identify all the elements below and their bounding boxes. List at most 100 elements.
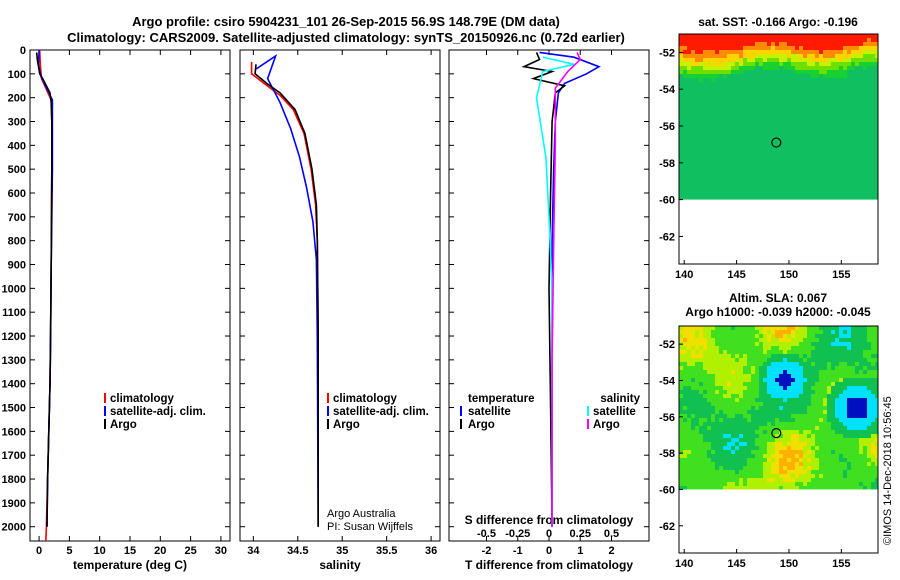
- heatmap-cell: [835, 118, 839, 122]
- heatmap-cell: [851, 162, 855, 166]
- heatmap-cell: [859, 114, 863, 118]
- heatmap-cell: [851, 446, 855, 450]
- heatmap-cell: [795, 370, 799, 374]
- heatmap-cell: [695, 486, 699, 490]
- heatmap-cell: [835, 410, 839, 414]
- heatmap-cell: [799, 50, 803, 54]
- heatmap-cell: [743, 370, 747, 374]
- heatmap-cell: [779, 486, 783, 490]
- heatmap-cell: [731, 130, 735, 134]
- heatmap-cell: [739, 86, 743, 90]
- heatmap-cell: [771, 486, 775, 490]
- map-x-tick-label: 155: [832, 558, 850, 570]
- heatmap-cell: [799, 354, 803, 358]
- heatmap-cell: [835, 342, 839, 346]
- heatmap-cell: [723, 410, 727, 414]
- heatmap-cell: [747, 90, 751, 94]
- heatmap-cell: [755, 466, 759, 470]
- heatmap-cell: [747, 426, 751, 430]
- heatmap-cell: [695, 110, 699, 114]
- heatmap-cell: [851, 142, 855, 146]
- heatmap-cell: [747, 374, 751, 378]
- heatmap-cell: [851, 430, 855, 434]
- heatmap-cell: [707, 134, 711, 138]
- heatmap-cell: [863, 194, 867, 198]
- heatmap-cell: [711, 34, 715, 38]
- heatmap-cell: [783, 74, 787, 78]
- heatmap-cell: [859, 366, 863, 370]
- heatmap-cell: [847, 134, 851, 138]
- heatmap-cell: [711, 146, 715, 150]
- heatmap-cell: [783, 166, 787, 170]
- heatmap-cell: [731, 430, 735, 434]
- heatmap-cell: [727, 406, 731, 410]
- heatmap-cell: [687, 138, 691, 142]
- heatmap-cell: [803, 370, 807, 374]
- heatmap-cell: [867, 454, 871, 458]
- heatmap-cell: [679, 446, 683, 450]
- heatmap-cell: [759, 422, 763, 426]
- heatmap-cell: [695, 78, 699, 82]
- heatmap-cell: [863, 38, 867, 42]
- heatmap-cell: [747, 410, 751, 414]
- heatmap-cell: [743, 410, 747, 414]
- heatmap-cell: [747, 178, 751, 182]
- heatmap-cell: [779, 54, 783, 58]
- heatmap-cell: [839, 110, 843, 114]
- heatmap-cell: [867, 198, 871, 200]
- heatmap-cell: [807, 186, 811, 190]
- heatmap-cell: [719, 362, 723, 366]
- heatmap-cell: [855, 434, 859, 438]
- heatmap-cell: [803, 34, 807, 38]
- heatmap-cell: [843, 366, 847, 370]
- heatmap-cell: [727, 38, 731, 42]
- heatmap-cell: [747, 46, 751, 50]
- legend-swatch: [587, 406, 589, 416]
- heatmap-cell: [771, 438, 775, 442]
- heatmap-cell: [679, 38, 683, 42]
- heatmap-cell: [731, 154, 735, 158]
- heatmap-cell: [779, 426, 783, 430]
- heatmap-cell: [843, 126, 847, 130]
- heatmap-cell: [735, 162, 739, 166]
- heatmap-cell: [751, 50, 755, 54]
- heatmap-cell: [727, 118, 731, 122]
- heatmap-cell: [691, 102, 695, 106]
- heatmap-cell: [847, 478, 851, 482]
- heatmap-cell: [715, 406, 719, 410]
- heatmap-cell: [799, 370, 803, 374]
- heatmap-cell: [795, 346, 799, 350]
- heatmap-cell: [703, 346, 707, 350]
- heatmap-cell: [715, 194, 719, 198]
- heatmap-cell: [731, 358, 735, 362]
- heatmap-cell: [871, 462, 875, 466]
- heatmap-cell: [855, 110, 859, 114]
- heatmap-cell: [855, 54, 859, 58]
- heatmap-cell: [847, 378, 851, 382]
- heatmap-cell: [699, 410, 703, 414]
- heatmap-cell: [723, 170, 727, 174]
- heatmap-cell: [691, 98, 695, 102]
- heatmap-cell: [851, 74, 855, 78]
- heatmap-cell: [771, 422, 775, 426]
- heatmap-cell: [783, 390, 787, 394]
- heatmap-cell: [755, 394, 759, 398]
- heatmap-cell: [731, 450, 735, 454]
- heatmap-cell: [691, 62, 695, 66]
- heatmap-cell: [831, 78, 835, 82]
- heatmap-cell: [863, 362, 867, 366]
- heatmap-cell: [703, 402, 707, 406]
- heatmap-cell: [855, 326, 859, 330]
- heatmap-cell: [727, 82, 731, 86]
- heatmap-cell: [815, 78, 819, 82]
- heatmap-cell: [799, 470, 803, 474]
- heatmap-cell: [827, 86, 831, 90]
- heatmap-cell: [735, 66, 739, 70]
- heatmap-cell: [695, 350, 699, 354]
- heatmap-cell: [763, 122, 767, 126]
- heatmap-cell: [711, 110, 715, 114]
- heatmap-cell: [771, 94, 775, 98]
- heatmap-cell: [783, 418, 787, 422]
- heatmap-cell: [823, 438, 827, 442]
- heatmap-cell: [739, 454, 743, 458]
